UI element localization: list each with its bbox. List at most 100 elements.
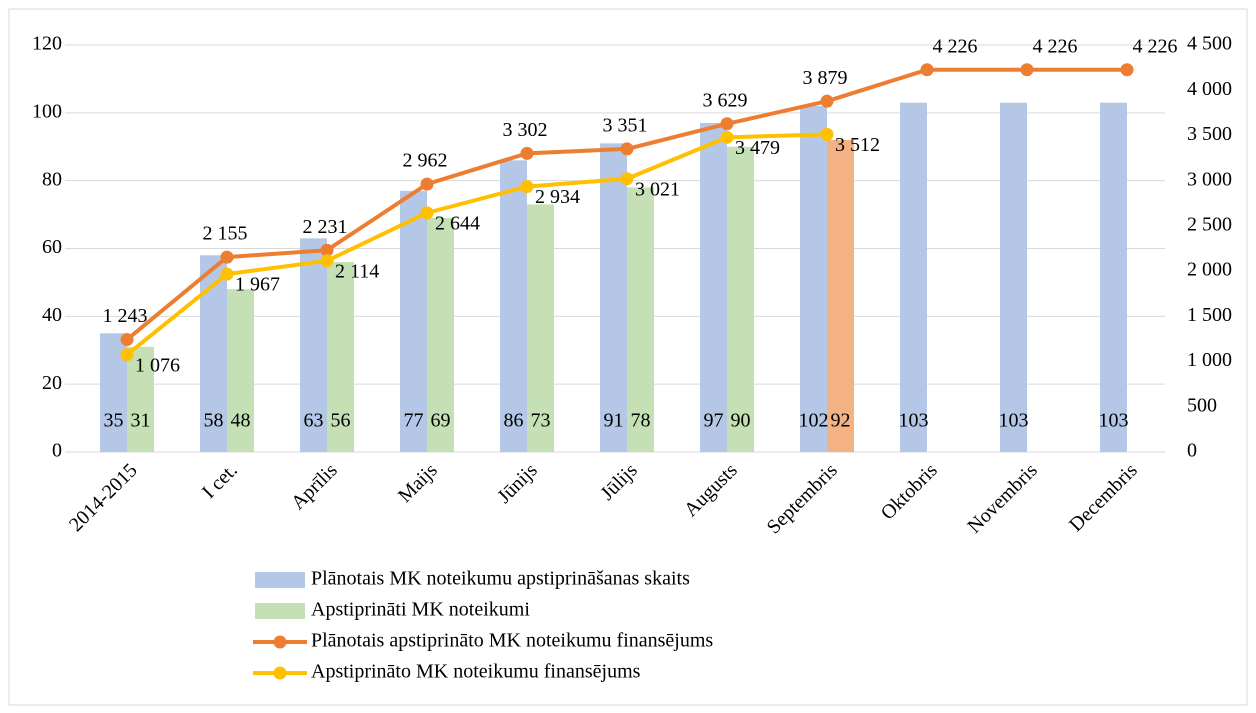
line-value-label: 3 021 — [635, 178, 680, 200]
bar-value-label: 63 — [304, 410, 324, 432]
bar — [300, 238, 327, 452]
bar — [627, 187, 654, 452]
bar-value-label: 58 — [204, 410, 224, 432]
line-value-label: 2 155 — [203, 223, 248, 245]
y-tick-label: 40 — [42, 304, 62, 326]
bar — [900, 102, 927, 453]
bar — [127, 346, 154, 452]
line-value-label: 3 879 — [803, 67, 848, 89]
legend-marker — [273, 666, 287, 680]
line-value-label: 2 114 — [335, 260, 379, 282]
bar-value-label: 78 — [631, 410, 651, 432]
line-value-label: 2 934 — [535, 186, 580, 208]
bar-value-label: 56 — [331, 410, 351, 432]
line-point — [1020, 63, 1034, 77]
bar — [500, 160, 527, 453]
legend-label: Plānotais MK noteikumu apstiprināšanas s… — [311, 568, 690, 590]
bar — [800, 106, 827, 453]
line-point — [420, 177, 434, 191]
bar — [327, 262, 354, 452]
bar-value-label: 69 — [431, 410, 451, 432]
legend-marker — [273, 635, 287, 649]
legend-swatch — [255, 603, 305, 619]
line-point — [620, 142, 634, 156]
y-tick-label: 100 — [32, 100, 62, 122]
bar — [1100, 102, 1127, 453]
line-value-label: 3 629 — [703, 89, 748, 111]
y2-tick-label: 4 500 — [1187, 33, 1232, 55]
y-tick-label: 80 — [42, 168, 62, 190]
bar — [527, 204, 554, 452]
y2-tick-label: 1 500 — [1187, 304, 1232, 326]
bar-value-label: 91 — [604, 410, 624, 432]
line-point — [220, 250, 234, 264]
bar-value-label: 48 — [231, 410, 251, 432]
y-tick-label: 60 — [42, 236, 62, 258]
bar — [427, 217, 454, 452]
y-tick-label: 20 — [42, 372, 62, 394]
line-point — [320, 243, 334, 257]
line-point — [520, 180, 534, 194]
line-point — [720, 117, 734, 131]
bar — [700, 123, 727, 452]
line-value-label: 1 967 — [235, 274, 280, 296]
line-value-label: 4 226 — [1033, 35, 1078, 57]
bar-value-label: 92 — [831, 410, 851, 432]
line — [125, 132, 828, 357]
bar-value-label: 103 — [1099, 410, 1129, 432]
line-point — [520, 146, 534, 160]
bar-value-label: 102 — [799, 410, 829, 432]
line-value-label: 1 076 — [135, 354, 180, 376]
bar — [227, 289, 254, 452]
legend-label: Apstiprināti MK noteikumi — [311, 599, 530, 621]
line-point — [120, 333, 134, 347]
y2-tick-label: 2 000 — [1187, 259, 1232, 281]
line-point — [1120, 63, 1134, 77]
bar-value-label: 103 — [999, 410, 1029, 432]
bar-value-label: 86 — [504, 410, 524, 432]
y2-tick-label: 1 000 — [1187, 349, 1232, 371]
legend-label: Apstiprināto MK noteikumu finansējums — [311, 661, 641, 683]
line-value-label: 3 479 — [735, 137, 780, 159]
bar-value-label: 97 — [704, 410, 724, 432]
legend-label: Plānotais apstiprināto MK noteikumu fina… — [311, 630, 713, 652]
line-point — [220, 267, 234, 281]
line-value-label: 2 644 — [435, 212, 480, 234]
line-point — [920, 63, 934, 77]
y2-tick-label: 3 000 — [1187, 168, 1232, 190]
bar-value-label: 77 — [404, 410, 424, 432]
bar-value-label: 73 — [531, 410, 551, 432]
line-value-label: 2 231 — [303, 216, 348, 238]
bar-value-label: 31 — [131, 410, 151, 432]
bar — [727, 146, 754, 452]
bar — [1000, 102, 1027, 453]
line-point — [620, 172, 634, 186]
y2-tick-label: 500 — [1187, 394, 1217, 416]
y-tick-label: 120 — [32, 33, 62, 55]
bar — [827, 139, 854, 452]
line-value-label: 3 302 — [503, 119, 548, 141]
bar — [600, 143, 627, 452]
bar-value-label: 90 — [731, 410, 751, 432]
line-value-label: 4 226 — [1133, 35, 1178, 57]
bar — [200, 255, 227, 452]
bar-value-label: 103 — [899, 410, 929, 432]
legend-swatch — [255, 572, 305, 588]
line-point — [420, 206, 434, 220]
line-value-label: 4 226 — [933, 35, 978, 57]
y2-tick-label: 4 000 — [1187, 78, 1232, 100]
line-point — [720, 130, 734, 144]
line-point — [820, 94, 834, 108]
line-point — [320, 254, 334, 268]
line-point — [120, 348, 134, 362]
bar — [400, 190, 427, 452]
line-value-label: 2 962 — [403, 150, 448, 172]
y2-tick-label: 0 — [1187, 440, 1197, 462]
line-value-label: 3 351 — [603, 115, 648, 137]
line-value-label: 1 243 — [103, 305, 148, 327]
bar-value-label: 35 — [104, 410, 124, 432]
line-value-label: 3 512 — [835, 134, 880, 156]
y2-tick-label: 2 500 — [1187, 213, 1232, 235]
line-point — [820, 127, 834, 141]
